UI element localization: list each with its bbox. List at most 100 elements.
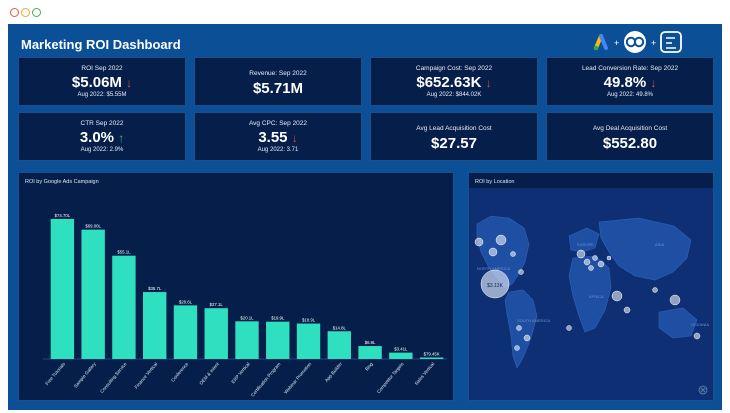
- bar-data-label: $14.8L: [333, 325, 347, 330]
- location-bubble[interactable]: [652, 287, 658, 293]
- kpi-value: $5.06M: [71, 74, 122, 91]
- bar-webinar-promotion[interactable]: [296, 323, 321, 359]
- minimize-window-dot[interactable]: [21, 8, 30, 17]
- trend-down-icon: ↓: [126, 76, 133, 90]
- bar-data-label: $20.1L: [240, 315, 254, 320]
- kpi-value: $652.63K: [416, 74, 482, 91]
- bar-data-label: $79.45K: [424, 352, 440, 357]
- location-bubble-large[interactable]: [480, 269, 510, 299]
- kpi-value: $552.80: [602, 135, 658, 152]
- label-oceania: OCEANIA: [691, 322, 709, 327]
- window-titlebar: [0, 0, 730, 24]
- location-bubble[interactable]: [516, 325, 522, 331]
- kpi-comparison: Aug 2022: 49.8%: [606, 92, 654, 98]
- close-window-dot[interactable]: [10, 8, 19, 17]
- location-bubble[interactable]: [583, 258, 591, 266]
- bubble-value-label: $3.13K: [487, 283, 504, 289]
- location-bubble[interactable]: [523, 334, 531, 342]
- roi-by-location-panel: ROI by Location: [468, 172, 714, 401]
- category-tick-label: Sales Vertical: [414, 361, 436, 386]
- kpi-comparison: Aug 2022: $5.55M: [77, 92, 127, 98]
- kpi-card-avg-cpc: Avg CPC: Sep 2022 3.55 ↓ Aug 2022: 3.71: [194, 112, 362, 161]
- category-tick-label: Sample Gallery: [73, 361, 97, 389]
- location-bubble[interactable]: [474, 237, 484, 247]
- integration-logos: + +: [593, 31, 682, 53]
- kpi-label: Avg Deal Acquisition Cost: [592, 125, 668, 132]
- label-asia: ASIA: [655, 242, 664, 247]
- bar-finance-vertical[interactable]: [143, 292, 167, 359]
- bar-data-label: $27.1L: [210, 302, 224, 307]
- bar-app-builder[interactable]: [327, 331, 351, 359]
- world-map: $3.13K NORTH AMERICA EUROPE ASIA AFRICA …: [469, 188, 713, 400]
- bar-blog[interactable]: [358, 346, 382, 359]
- kpi-label: Campaign Cost: Sep 2022: [415, 65, 493, 72]
- category-tick-label: Consulting Service: [99, 361, 128, 394]
- kpi-card-ctr: CTR Sep 2022 3.0% ↑ Aug 2022: 2.9%: [18, 112, 186, 161]
- kpi-comparison: Aug 2022: $844.02K: [426, 92, 482, 98]
- bar-oem-intent[interactable]: [204, 308, 228, 359]
- location-bubble[interactable]: [669, 294, 681, 306]
- bar-data-label: $35.7L: [148, 286, 162, 291]
- bar-certification-program[interactable]: [266, 321, 290, 359]
- category-tick-label: Competitor Targets: [376, 361, 405, 394]
- location-bubble[interactable]: [606, 255, 612, 261]
- bar-data-label: $69.00L: [85, 224, 101, 229]
- location-bubbles: [474, 234, 701, 351]
- location-bubble[interactable]: [514, 345, 520, 351]
- bar-data-label: $18.9L: [302, 318, 316, 323]
- kpi-label: Avg Lead Acquisition Cost: [416, 125, 492, 132]
- kpi-value: 3.55: [258, 129, 288, 146]
- trend-down-icon: ↓: [485, 76, 492, 90]
- location-bubble[interactable]: [592, 255, 598, 261]
- chart-title: ROI by Google Ads Campaign: [25, 179, 99, 185]
- roi-bar-chart: $74.70L Free Tutorials $69.00L Sample Galle…: [43, 213, 447, 398]
- creative-cloud-icon: [624, 31, 646, 53]
- bar-erp-vertical[interactable]: [235, 321, 259, 359]
- location-bubble[interactable]: [576, 249, 586, 259]
- bar-data-label: $3.41L: [394, 347, 408, 352]
- location-bubble[interactable]: [693, 332, 701, 340]
- maximize-window-dot[interactable]: [32, 8, 41, 17]
- location-bubble[interactable]: [488, 247, 498, 257]
- location-bubble[interactable]: [566, 325, 572, 331]
- bar-consulting-service[interactable]: [112, 255, 136, 359]
- kpi-card-deal-acquisition-cost: Avg Deal Acquisition Cost $552.80: [546, 112, 714, 161]
- location-bubble[interactable]: [588, 265, 594, 271]
- bar-free-tutorials[interactable]: [50, 218, 75, 359]
- bar-sales-vertical[interactable]: [419, 357, 444, 360]
- kpi-card-campaign-cost: Campaign Cost: Sep 2022 $652.63K ↓ Aug 2…: [370, 57, 538, 106]
- kpi-value: $5.71M: [252, 80, 304, 97]
- continent-labels: NORTH AMERICA EUROPE ASIA AFRICA SOUTH A…: [477, 242, 709, 327]
- location-bubble[interactable]: [623, 306, 631, 314]
- label-south-america: SOUTH AMERICA: [517, 318, 550, 323]
- category-tick-label: Conference: [170, 361, 189, 383]
- location-bubble[interactable]: [510, 251, 516, 257]
- category-tick-label: OEM & Intent: [198, 361, 220, 386]
- trend-down-icon: ↓: [291, 131, 298, 145]
- kpi-label: Avg CPC: Sep 2022: [248, 120, 308, 127]
- kpi-comparison: Aug 2022: 3.71: [257, 147, 299, 153]
- plus-sign: +: [651, 38, 656, 48]
- kpi-value: 3.0%: [79, 129, 115, 146]
- location-bubble[interactable]: [597, 260, 605, 268]
- category-tick-label: Webinar Promotion: [283, 361, 312, 395]
- kpi-value: $27.57: [431, 135, 477, 152]
- kpi-card-roi: ROI Sep 2022 $5.06M ↓ Aug 2022: $5.55M: [18, 57, 186, 106]
- map-info-icon[interactable]: [698, 385, 708, 395]
- bar-data-label: $6.9L: [365, 340, 376, 345]
- kpi-label: CTR Sep 2022: [80, 120, 124, 127]
- category-tick-label: App Builder: [324, 361, 343, 383]
- google-ads-icon: [593, 34, 609, 51]
- label-north-america: NORTH AMERICA: [477, 266, 511, 271]
- plus-sign: +: [614, 38, 619, 48]
- location-bubble[interactable]: [518, 269, 524, 275]
- bar-competitor-targets[interactable]: [389, 352, 413, 359]
- bar-conference[interactable]: [173, 305, 198, 359]
- bar-sample-gallery[interactable]: [81, 229, 105, 359]
- kpi-card-lead-conversion: Lead Conversion Rate: Sep 2022 49.8% ↓ A…: [546, 57, 714, 106]
- trend-down-icon: ↓: [650, 76, 657, 90]
- location-bubble[interactable]: [611, 290, 623, 302]
- zoho-analytics-icon: [660, 31, 682, 53]
- kpi-label: Lead Conversion Rate: Sep 2022: [581, 65, 679, 72]
- location-bubble[interactable]: [495, 234, 507, 246]
